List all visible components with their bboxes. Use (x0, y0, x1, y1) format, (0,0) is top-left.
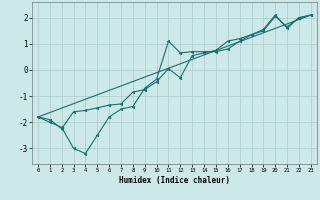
X-axis label: Humidex (Indice chaleur): Humidex (Indice chaleur) (119, 176, 230, 185)
